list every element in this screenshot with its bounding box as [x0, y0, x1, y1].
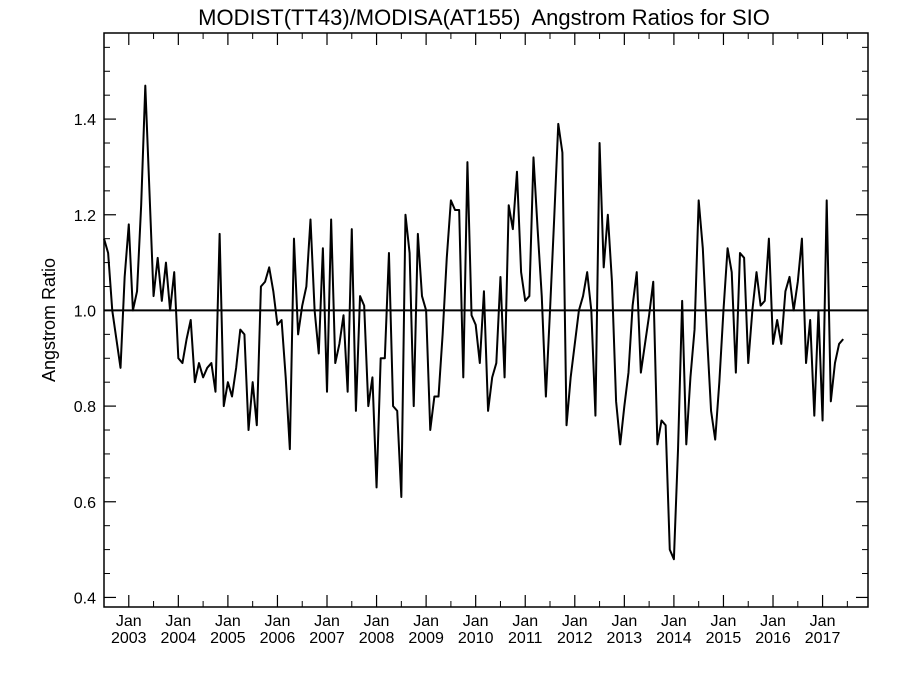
x-tick-month: Jan — [760, 613, 786, 630]
x-tick-month: Jan — [562, 613, 588, 630]
x-tick-month: Jan — [165, 613, 191, 630]
x-tick-month: Jan — [413, 613, 439, 630]
x-tick-month: Jan — [314, 613, 340, 630]
x-tick-year: 2006 — [260, 630, 296, 647]
chart-title: MODIST(TT43)/MODISA(AT155) Angstrom Rati… — [198, 5, 770, 30]
y-axis-label: Angstrom Ratio — [39, 258, 59, 382]
x-tick-year: 2016 — [755, 630, 791, 647]
x-tick-month: Jan — [512, 613, 538, 630]
x-tick-month: Jan — [661, 613, 687, 630]
x-tick-year: 2007 — [309, 630, 345, 647]
y-tick-label: 0.4 — [74, 590, 96, 607]
x-tick-month: Jan — [711, 613, 737, 630]
x-tick-month: Jan — [265, 613, 291, 630]
y-tick-label: 1.4 — [74, 112, 96, 129]
plot-frame — [103, 32, 869, 608]
x-tick-year: 2008 — [359, 630, 395, 647]
y-tick-label: 0.6 — [74, 495, 96, 512]
x-tick-year: 2010 — [458, 630, 494, 647]
x-tick-year: 2015 — [706, 630, 742, 647]
x-tick-year: 2013 — [607, 630, 643, 647]
x-tick-year: 2003 — [111, 630, 147, 647]
tick-labels: 0.40.60.81.01.21.4Jan2003Jan2004Jan2005J… — [74, 112, 841, 647]
x-tick-year: 2014 — [656, 630, 692, 647]
x-tick-year: 2011 — [508, 630, 543, 647]
axis-ticks — [103, 33, 868, 607]
x-tick-year: 2005 — [210, 630, 246, 647]
x-tick-month: Jan — [364, 613, 390, 630]
x-tick-month: Jan — [116, 613, 142, 630]
y-tick-label: 1.0 — [74, 303, 96, 320]
x-tick-month: Jan — [463, 613, 489, 630]
x-tick-year: 2017 — [805, 630, 841, 647]
y-tick-label: 1.2 — [74, 208, 96, 225]
y-tick-label: 0.8 — [74, 399, 96, 416]
series-line — [103, 84, 844, 561]
x-tick-year: 2004 — [161, 630, 197, 647]
x-tick-month: Jan — [215, 613, 241, 630]
plot-area: 0.40.60.81.01.21.4Jan2003Jan2004Jan2005J… — [74, 32, 869, 647]
x-tick-year: 2009 — [408, 630, 444, 647]
x-tick-month: Jan — [810, 613, 836, 630]
x-tick-month: Jan — [611, 613, 637, 630]
x-tick-year: 2012 — [557, 630, 593, 647]
